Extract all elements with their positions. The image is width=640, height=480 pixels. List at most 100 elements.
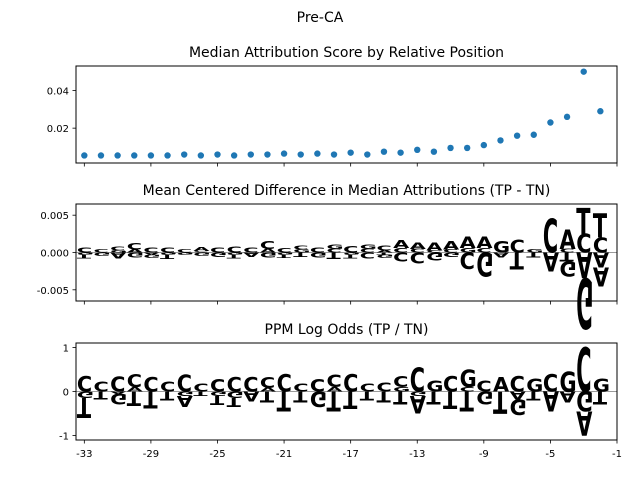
scatter-point (81, 152, 88, 159)
x-tick-label: -21 (276, 449, 292, 460)
logo-letter: C (360, 250, 375, 260)
logo-letter: C (443, 372, 458, 396)
logo-letter-text: T (526, 251, 541, 259)
logo-letter-text: T (210, 392, 225, 406)
logo-letter: G (460, 366, 477, 394)
logo-letter: T (227, 253, 242, 259)
logo-letter: C (576, 335, 591, 406)
logo-letter-text: A (560, 387, 576, 404)
logo-letter-text: T (293, 251, 308, 258)
logo-letter: G (576, 385, 593, 416)
panel-centered-difference: Mean Centered Difference in Median Attri… (37, 183, 618, 342)
logo-letter: C (143, 246, 158, 254)
logo-letter-text: C (227, 245, 242, 255)
logo-letter-text: A (410, 389, 427, 417)
logo-letter: C (460, 246, 475, 272)
logo-letter: A (460, 234, 477, 252)
x-tick-label: -29 (143, 449, 159, 460)
y-tick-label: 0.04 (47, 86, 69, 97)
logo-letter-text: C (426, 250, 441, 254)
logo-letter: A (110, 250, 127, 260)
logo-letter: C (210, 246, 225, 254)
logo-letter-text: G (360, 243, 377, 250)
logo-letter-text: T (376, 252, 391, 256)
logo-letter: T (193, 390, 208, 397)
logo-letter-text: C (177, 372, 192, 398)
logo-letter: C (410, 248, 425, 266)
logo-letter: C (593, 234, 608, 258)
x-tick-label: -13 (409, 449, 425, 460)
y-tick-label: -1 (59, 432, 69, 443)
logo-letter-text: G (493, 239, 510, 257)
logo-letter-text: C (260, 239, 275, 251)
logo-letter-text: G (460, 366, 477, 394)
logo-letter-text: A (376, 250, 393, 254)
logo-letter-text: C (443, 372, 458, 396)
logo-letter: T (526, 388, 541, 402)
logo-letter: G (110, 390, 127, 407)
logo-letter-text: G (476, 244, 493, 281)
y-tick-label: 0.000 (40, 249, 69, 260)
logo-letter: G (476, 244, 493, 281)
logo-letter: A (260, 248, 276, 254)
logo-letter-text: A (476, 234, 493, 252)
logo-letter: T (560, 249, 575, 263)
logo-letter-text: G (526, 249, 543, 254)
y-tick-label: 1 (63, 343, 69, 354)
scatter-point (197, 152, 205, 159)
logo-letter-text: G (310, 386, 327, 410)
logo-letter: C (310, 246, 325, 254)
logo-letter: T (293, 387, 308, 404)
logo-letter-text: G (443, 251, 460, 258)
panel1-title: Median Attribution Score by Relative Pos… (189, 45, 504, 61)
scatter-point (164, 152, 171, 159)
logo-letter-text: A (177, 392, 193, 409)
logo-letter-text: C (510, 236, 525, 257)
logo-letter: T (277, 254, 292, 259)
logo-letter: C (243, 373, 258, 396)
logo-letter: C (410, 248, 425, 254)
logo-letter-text: G (277, 252, 294, 256)
logo-letter: C (476, 378, 491, 395)
logo-letter-text: A (426, 241, 443, 253)
scatter-point (297, 151, 304, 158)
logo-letter-text: G (426, 378, 443, 395)
logo-letter-text: C (127, 370, 142, 391)
logo-letter: G (410, 390, 427, 397)
logo-letter: C (576, 229, 591, 259)
logo-letter: G (327, 243, 344, 250)
logo-letter: G (260, 251, 277, 259)
logo-letter: A (576, 403, 593, 443)
logo-letter: G (177, 252, 194, 256)
logo-letter: C (93, 249, 108, 254)
logo-letter-text: C (343, 244, 358, 255)
panel3-y-axis: 1 0 -1 (59, 343, 76, 443)
logo-letter-text: C (360, 248, 375, 254)
scatter-point (280, 150, 288, 157)
logo-letter-text: T (393, 387, 408, 408)
logo-letter: C (393, 247, 408, 254)
logo-letter-text: T (77, 253, 92, 259)
logo-letter-text: C (143, 246, 158, 254)
scatter-point (364, 151, 371, 158)
logo-letter: C (443, 249, 458, 254)
logo-letter-text: T (260, 387, 275, 404)
logo-letter-text: C (460, 246, 475, 272)
logo-letter: T (493, 383, 507, 418)
logo-letter: T (443, 385, 458, 413)
logo-letter-text: A (576, 244, 592, 286)
logo-letter: C (393, 249, 408, 263)
logo-letter: G (160, 252, 177, 256)
logo-letter: C (160, 380, 175, 395)
logo-letter: G (177, 390, 194, 397)
logo-letter-text: G (227, 389, 244, 400)
scatter-point (430, 148, 438, 155)
logo-letter-text: T (327, 250, 341, 261)
logo-letter: C (127, 241, 142, 252)
logo-letter: T (360, 388, 375, 402)
logo-letter: A (593, 248, 609, 272)
logo-letter-text: T (143, 385, 157, 411)
logo-letter: G (510, 394, 527, 418)
logo-letter: C (260, 375, 275, 392)
